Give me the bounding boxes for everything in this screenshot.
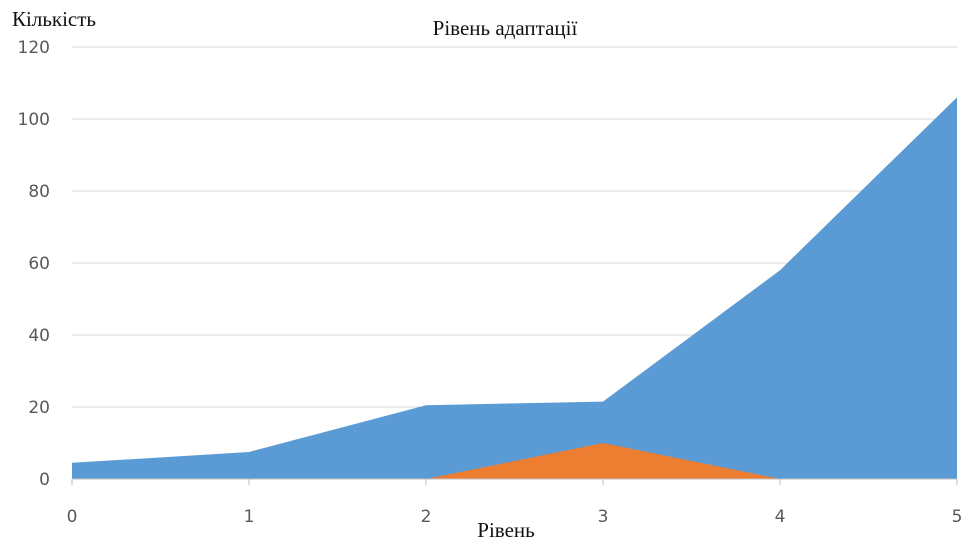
x-tick-label: 0 [67,507,78,527]
x-axis-label: Рівень [477,518,534,542]
y-tick-label: 60 [28,254,50,274]
x-tick-label: 2 [421,507,432,527]
y-tick-label: 120 [18,38,50,58]
x-tick-label: 5 [952,507,961,527]
y-tick-label: 0 [39,470,50,490]
y-tick-label: 40 [28,326,50,346]
chart-title: Рівень адаптації [433,16,578,40]
y-axis-label: Кількість [12,7,96,31]
x-tick-label: 4 [775,507,786,527]
y-tick-label: 100 [18,110,50,130]
area-series-2 [426,443,780,479]
x-tick-label: 1 [244,507,255,527]
y-tick-label: 80 [28,182,50,202]
plot-area [72,97,957,480]
x-tick-label: 3 [598,507,609,527]
axes: 0 20 40 60 80 100 120 0 1 2 3 4 5 [18,38,961,527]
y-tick-label: 20 [28,398,50,418]
area-series-1 [72,97,957,480]
